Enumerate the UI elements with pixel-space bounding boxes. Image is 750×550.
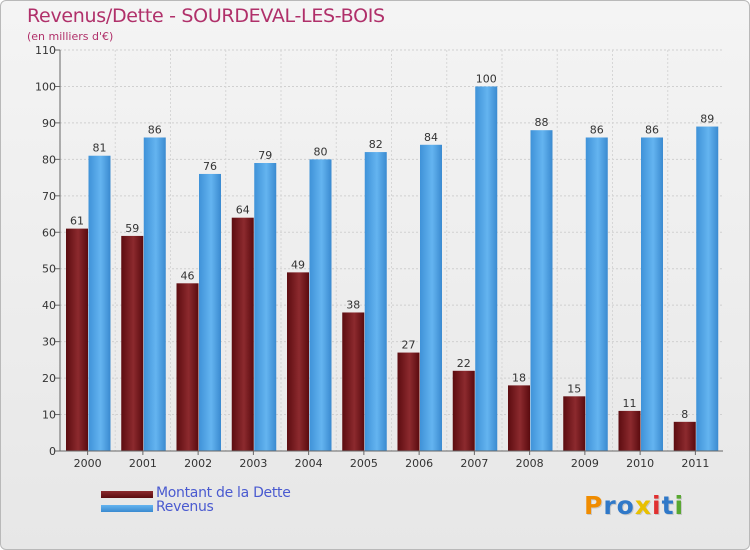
bar-revenue [309,159,332,451]
data-label-revenue: 84 [424,131,438,144]
bar-revenue [88,155,111,451]
bar-debt [618,410,641,451]
bar-debt [121,235,144,451]
data-label-debt: 61 [70,215,84,228]
proxiti-logo: Proxiti [584,491,684,520]
bar-revenue [364,152,387,451]
x-tick-label: 2004 [295,457,323,470]
data-label-debt: 18 [512,371,526,384]
y-tick-label: 110 [35,44,56,57]
bar-debt [342,312,365,451]
y-tick-label: 60 [42,226,56,239]
bar-revenue [585,137,608,451]
data-label-revenue: 100 [476,72,497,85]
bar-revenue [199,173,221,452]
data-label-debt: 38 [346,298,360,311]
x-tick-label: 2007 [460,457,488,470]
bar-debt [287,272,309,451]
bar-debt [563,396,586,451]
y-tick-label: 90 [42,117,56,130]
legend-label-revenue: Revenus [156,499,214,515]
logo-letter: o [616,491,635,520]
bar-debt [452,370,475,451]
bar-revenue [143,137,166,451]
data-label-revenue: 86 [590,123,604,136]
bar-debt [176,283,199,451]
x-tick-label: 2011 [681,457,709,470]
bar-revenue [254,163,277,451]
bar-revenue [696,126,719,452]
data-label-revenue: 88 [535,116,549,129]
data-label-revenue: 86 [645,123,659,136]
logo-letter: P [584,491,604,520]
logo-letter: i [652,491,662,520]
data-label-debt: 15 [567,382,581,395]
data-label-revenue: 80 [314,145,328,158]
data-label-revenue: 76 [203,160,217,173]
y-tick-label: 30 [42,336,56,349]
bar-debt [397,352,420,451]
logo-letter: r [603,491,617,520]
data-label-debt: 11 [623,397,637,410]
bar-revenue [475,86,498,452]
y-tick-label: 80 [42,153,56,166]
logo-letter: t [661,491,675,520]
y-tick-label: 40 [42,299,56,312]
bar-revenue [530,130,553,451]
x-tick-label: 2008 [516,457,544,470]
bar-revenue [641,137,663,451]
data-label-debt: 27 [402,339,416,352]
chart-subtitle: (en milliers d'€) [27,30,114,43]
logo-letter: x [634,491,652,520]
x-tick-label: 2006 [405,457,433,470]
y-tick-label: 0 [49,445,56,458]
data-label-revenue: 79 [258,149,272,162]
y-tick-label: 20 [42,372,56,385]
y-tick-label: 70 [42,190,56,203]
x-tick-label: 2010 [626,457,654,470]
y-tick-label: 100 [35,80,56,93]
x-tick-label: 2005 [350,457,378,470]
bar-debt [508,385,530,451]
x-tick-label: 2009 [571,457,599,470]
legend-swatch-revenue [101,505,153,512]
bar-debt [231,217,254,451]
bar-debt [673,421,696,451]
legend-swatch-debt [101,491,153,498]
bar-revenue [420,144,442,452]
x-tick-label: 2001 [129,457,157,470]
data-label-revenue: 86 [148,123,162,136]
x-tick-label: 2003 [239,457,267,470]
data-label-revenue: 81 [93,142,107,155]
y-tick-label: 10 [42,409,56,422]
data-label-debt: 59 [125,222,139,235]
data-label-debt: 22 [457,357,471,370]
x-tick-label: 2000 [74,457,102,470]
x-tick-label: 2002 [184,457,212,470]
bar-debt [66,228,88,451]
data-label-debt: 8 [681,408,688,421]
chart-title: Revenus/Dette - SOURDEVAL-LES-BOIS [27,5,385,27]
legend-label-debt: Montant de la Dette [156,485,291,501]
y-tick-label: 50 [42,263,56,276]
data-label-revenue: 82 [369,138,383,151]
data-label-debt: 49 [291,258,305,271]
data-label-debt: 64 [236,204,250,217]
logo-letter: i [674,491,685,520]
data-label-debt: 46 [181,269,195,282]
data-label-revenue: 89 [700,113,714,126]
